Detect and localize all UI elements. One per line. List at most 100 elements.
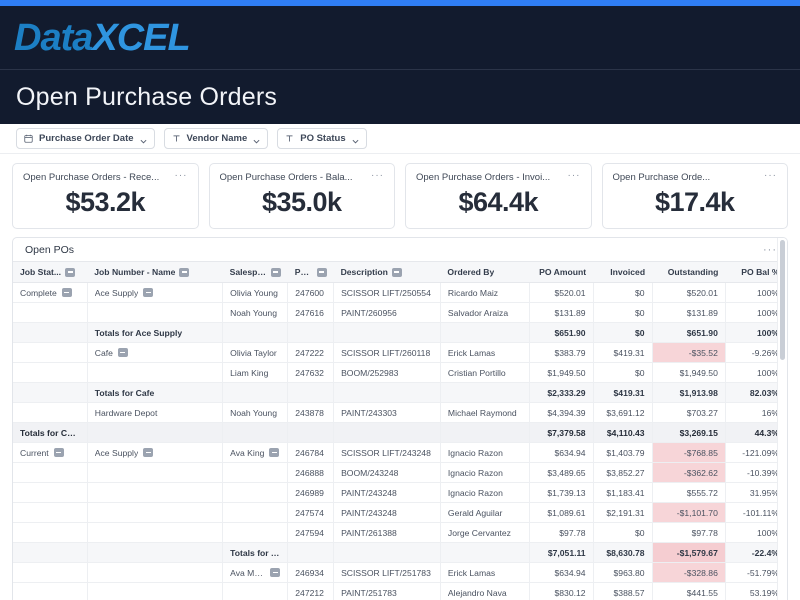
panel-title: Open POs [25,244,75,256]
column-header-label: PO Amount [539,267,587,277]
vertical-scrollbar[interactable] [777,238,787,600]
collapse-icon[interactable] [117,348,128,357]
column-header-po-amount[interactable]: PO Amount [529,261,594,283]
cell-text: Ace Supply [94,287,139,298]
kpi-card-invoiced[interactable]: Open Purchase Orders - Invoi... ··· $64.… [405,163,592,229]
kpi-menu-icon[interactable]: ··· [174,170,188,181]
collapse-icon[interactable] [270,568,281,577]
cell-po: 247574 [287,502,335,523]
filter-vendor-name[interactable]: Vendor Name [163,128,269,149]
cell-status [13,562,88,583]
cell-outstanding: -$35.52 [652,342,726,363]
filter-purchase-order-date[interactable]: Purchase Order Date [16,128,155,149]
cell-job: Totals for Cafe [87,382,224,403]
subtotal-row[interactable]: Totals for Cafe $2,333.29 $419.31 $1,913.98… [13,382,787,403]
table-row[interactable]: Cafe Olivia Taylor 247222 SCISSOR LIFT/2601… [13,342,787,363]
cell-desc: SCISSOR LIFT/251783 [333,562,441,583]
cell-text: Complete [20,287,57,298]
cell-desc [333,322,441,343]
cell-status [13,342,88,363]
column-header-salespers[interactable]: Salespers... [222,261,288,283]
dataxcel-logo: DataXCEL [14,19,191,57]
collapse-icon[interactable] [53,448,64,457]
chevron-down-icon [352,136,359,144]
cell-ordered: Cristian Portillo [440,362,531,383]
cell-amount: $1,089.61 [529,502,594,523]
kpi-title: Open Purchase Orders - Rece... [23,172,160,183]
panel-header: Open POs ··· [13,238,787,261]
column-header-po-bal[interactable]: PO Bal % [725,261,787,283]
column-header-invoiced[interactable]: Invoiced [593,261,653,283]
cell-outstanding: $3,269.15 [652,422,726,443]
subtotal-row[interactable]: Totals for Ava King $7,051.11$8,630.78-$1… [13,542,787,563]
cell-status [13,322,88,343]
cell-job [87,362,224,383]
cell-ordered: Erick Lamas [440,562,531,583]
collapse-icon[interactable] [143,448,154,457]
cell-outstanding: $555.72 [652,482,726,503]
collapse-icon[interactable] [65,267,76,277]
collapse-icon[interactable] [179,267,190,277]
cell-ordered: Ignacio Razon [440,462,531,483]
open-pos-table: Job Stat... Job Number - Name Salespers...… [13,261,787,600]
kpi-card-balance[interactable]: Open Purchase Orders - Bala... ··· $35.0… [208,163,395,229]
collapse-icon[interactable] [270,267,281,277]
kpi-card-received[interactable]: Open Purchase Orders - Rece... ··· $53.2… [12,163,199,229]
cell-ordered: Jorge Cervantez [440,522,531,543]
cell-job [87,502,224,523]
cell-invoiced: $2,191.31 [593,502,653,523]
panel-menu-icon[interactable]: ··· [763,244,777,256]
cell-sales: Noah Young [222,302,289,323]
cell-invoiced: $1,183.41 [593,482,653,503]
subtotal-row[interactable]: Totals for Ace Supply $651.90 $0 $651.90 100… [13,322,787,343]
collapse-icon[interactable] [316,267,327,277]
cell-ordered: Gerald Aguilar [440,502,531,523]
table-row[interactable]: 247212 PAINT/251783 Alejandro Nava $830.12 $… [13,582,787,600]
table-row[interactable]: 246989 PAINT/243248 Ignacio Razon $1,739.13… [13,482,787,503]
table-row[interactable]: Complete Ace Supply Olivia Young 247600 SCIS… [13,282,787,303]
kpi-menu-icon[interactable]: ··· [567,170,581,181]
column-header-po[interactable]: PO # [287,261,334,283]
column-header-label: Outstanding [667,267,719,277]
cell-amount: $1,949.50 [529,362,594,383]
column-header-description[interactable]: Description [333,261,441,283]
collapse-icon[interactable] [61,288,72,297]
cell-outstanding: $520.01 [652,282,726,303]
cell-ordered [440,322,531,343]
collapse-icon[interactable] [143,288,154,297]
scrollbar-thumb[interactable] [780,240,785,360]
cell-amount: $634.94 [529,442,594,463]
column-header-job-stat[interactable]: Job Stat... [13,261,88,283]
table-row[interactable]: Noah Young 247616 PAINT/260956 Salvador Ara… [13,302,787,323]
cell-desc: BOOM/252983 [333,362,441,383]
cell-invoiced: $0 [593,282,653,303]
table-row[interactable]: 247574 PAINT/243248 Gerald Aguilar $1,089.6… [13,502,787,523]
grandtotal-row[interactable]: Totals for Complete $7,379.58$4,110.43$3,… [13,422,787,443]
kpi-card-fourth[interactable]: Open Purchase Orde... ··· $17.4k [601,163,788,229]
cell-bal: 82.03% [725,382,787,403]
table-row[interactable]: Hardware Depot Noah Young 243878 PAINT/2433… [13,402,787,423]
column-header-outstanding[interactable]: Outstanding [652,261,726,283]
cell-po: 247212 [287,582,335,600]
cell-ordered: Salvador Araiza [440,302,531,323]
cell-amount: $7,051.11 [529,542,594,563]
kpi-menu-icon[interactable]: ··· [371,170,384,181]
cell-desc: PAINT/243303 [333,402,441,423]
collapse-icon[interactable] [391,267,402,277]
cell-amount: $4,394.39 [529,402,594,423]
collapse-icon[interactable] [269,448,280,457]
table-row[interactable]: 246888 BOOM/243248 Ignacio Razon $3,489.65 $… [13,462,787,483]
column-header-job-number-name[interactable]: Job Number - Name [87,261,223,283]
cell-po: 247600 [287,282,335,303]
calendar-icon [24,134,33,143]
table-row[interactable]: 247594 PAINT/261388 Jorge Cervantez $97.78 $… [13,522,787,543]
cell-ordered [440,542,531,563]
table-row[interactable]: Liam King 247632 BOOM/252983 Cristian Porti… [13,362,787,383]
kpi-title: Open Purchase Orde... [612,172,711,183]
filter-po-status[interactable]: PO Status [277,128,367,149]
table-row[interactable]: Current Ace Supply Ava King 246784 SCISSOR L… [13,442,787,463]
cell-invoiced: $0 [593,362,653,383]
column-header-ordered-by[interactable]: Ordered By [440,261,530,283]
kpi-menu-icon[interactable]: ··· [764,170,777,181]
